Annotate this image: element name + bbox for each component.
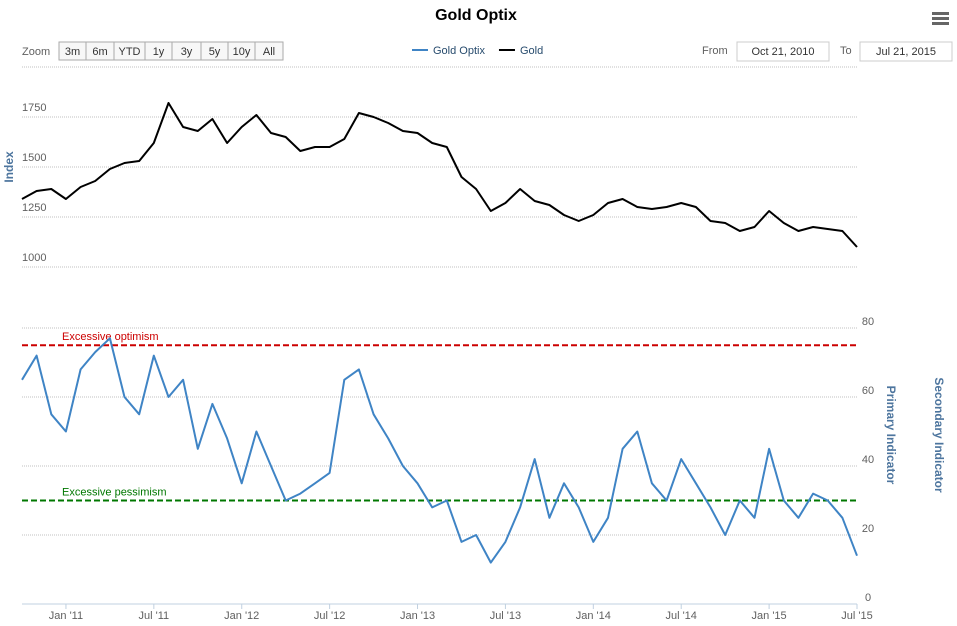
zoom-button-label: 5y <box>209 46 221 58</box>
y-axis-title: Index <box>2 151 16 183</box>
x-tick-label: Jan '15 <box>752 610 787 622</box>
zoom-button[interactable]: 3m <box>58 41 87 61</box>
zoom-button-label: 6m <box>92 46 107 58</box>
y2-axis-title: Primary Indicator <box>884 386 898 485</box>
x-tick-label: Jul '15 <box>841 610 872 622</box>
y-tick-label: 1250 <box>22 202 46 214</box>
zoom-button-label: 1y <box>153 46 165 58</box>
to-label: To <box>840 45 852 57</box>
y2-tick-label: 0 <box>865 592 871 604</box>
zoom-button-label: All <box>263 46 275 58</box>
from-date: Oct 21, 2010 <box>752 46 815 58</box>
y-tick-label: 1750 <box>22 102 46 114</box>
zoom-button[interactable]: 5y <box>200 41 229 61</box>
series-line <box>21 337 858 564</box>
plot-line-label: Excessive optimism <box>62 331 159 343</box>
from-input[interactable] <box>736 41 830 62</box>
y2-tick-label: 40 <box>862 454 874 466</box>
zoom-button-label: 3m <box>65 46 80 58</box>
zoom-button[interactable]: 10y <box>227 41 256 61</box>
zoom-label: Zoom <box>22 46 50 58</box>
zoom-button-label: 3y <box>181 46 193 58</box>
to-input[interactable] <box>859 41 953 62</box>
zoom-button[interactable]: 3y <box>171 41 202 61</box>
menu-icon[interactable] <box>932 12 949 25</box>
x-tick-label: Jul '14 <box>665 610 696 622</box>
zoom-button-box <box>254 41 284 61</box>
x-tick-label: Jan '12 <box>224 610 259 622</box>
x-tick-label: Jul '12 <box>314 610 345 622</box>
zoom-button[interactable]: 6m <box>85 41 115 61</box>
zoom-button-label: YTD <box>119 46 141 58</box>
zoom-button[interactable]: YTD <box>113 41 146 61</box>
zoom-button[interactable]: 1y <box>144 41 173 61</box>
plot-line-label: Excessive pessimism <box>62 486 167 498</box>
x-tick-label: Jul '11 <box>139 610 170 622</box>
legend-label: Gold <box>520 45 543 57</box>
y-tick-label: 1500 <box>22 152 46 164</box>
series-line <box>21 102 858 248</box>
x-tick-label: Jan '14 <box>576 610 611 622</box>
x-tick-label: Jan '11 <box>49 610 83 622</box>
y-tick-label: 1000 <box>22 252 46 264</box>
chart-title: Gold Optix <box>435 7 517 24</box>
y2-tick-label: 60 <box>862 385 874 397</box>
y2-tick-label: 20 <box>862 523 874 535</box>
zoom-button[interactable]: All <box>254 41 284 61</box>
y3-axis-title: Secondary Indicator <box>932 377 946 493</box>
to-date: Jul 21, 2015 <box>876 46 936 58</box>
x-tick-label: Jan '13 <box>400 610 435 622</box>
legend-label: Gold Optix <box>433 45 485 57</box>
from-label: From <box>702 45 728 57</box>
x-tick-label: Jul '13 <box>490 610 521 622</box>
zoom-button-label: 10y <box>233 46 251 58</box>
y2-tick-label: 80 <box>862 316 874 328</box>
